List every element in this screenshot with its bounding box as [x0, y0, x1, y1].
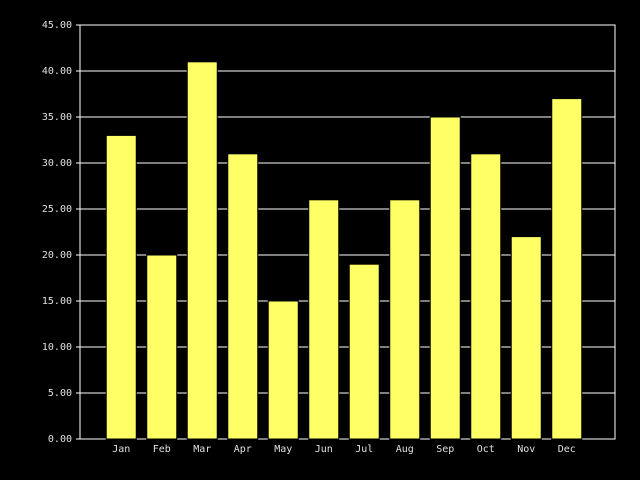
x-tick-label: Jul	[355, 444, 373, 455]
x-tick-label: Feb	[153, 444, 171, 455]
x-tick-label: Jun	[315, 444, 333, 455]
y-tick-label: 45.00	[42, 20, 72, 31]
x-tick-label: Nov	[517, 444, 535, 455]
x-tick-label: Aug	[396, 444, 414, 455]
y-tick-label: 25.00	[42, 204, 72, 215]
bar	[308, 199, 340, 440]
y-tick-label: 15.00	[42, 296, 72, 307]
bar	[510, 236, 542, 440]
bar	[267, 300, 299, 440]
bar	[186, 61, 218, 440]
y-tick-label: 35.00	[42, 112, 72, 123]
y-tick-label: 20.00	[42, 250, 72, 261]
bar	[146, 254, 178, 440]
y-tick-label: 30.00	[42, 158, 72, 169]
bar	[348, 263, 380, 440]
x-tick-label: Oct	[477, 444, 495, 455]
y-tick-label: 0.00	[48, 434, 72, 445]
y-tick-label: 5.00	[48, 388, 72, 399]
y-tick-label: 40.00	[42, 66, 72, 77]
bar	[551, 98, 583, 440]
bar	[105, 134, 137, 440]
bar	[429, 116, 461, 440]
x-tick-label: Apr	[234, 444, 252, 455]
x-tick-label: May	[274, 444, 292, 455]
bar	[227, 153, 259, 440]
y-tick-label: 10.00	[42, 342, 72, 353]
x-tick-label: Sep	[436, 444, 454, 455]
bar	[470, 153, 502, 440]
x-tick-label: Mar	[193, 444, 211, 455]
x-tick-label: Dec	[558, 444, 576, 455]
plot-frame	[79, 24, 616, 440]
bar	[389, 199, 421, 440]
x-tick-label: Jan	[112, 444, 130, 455]
